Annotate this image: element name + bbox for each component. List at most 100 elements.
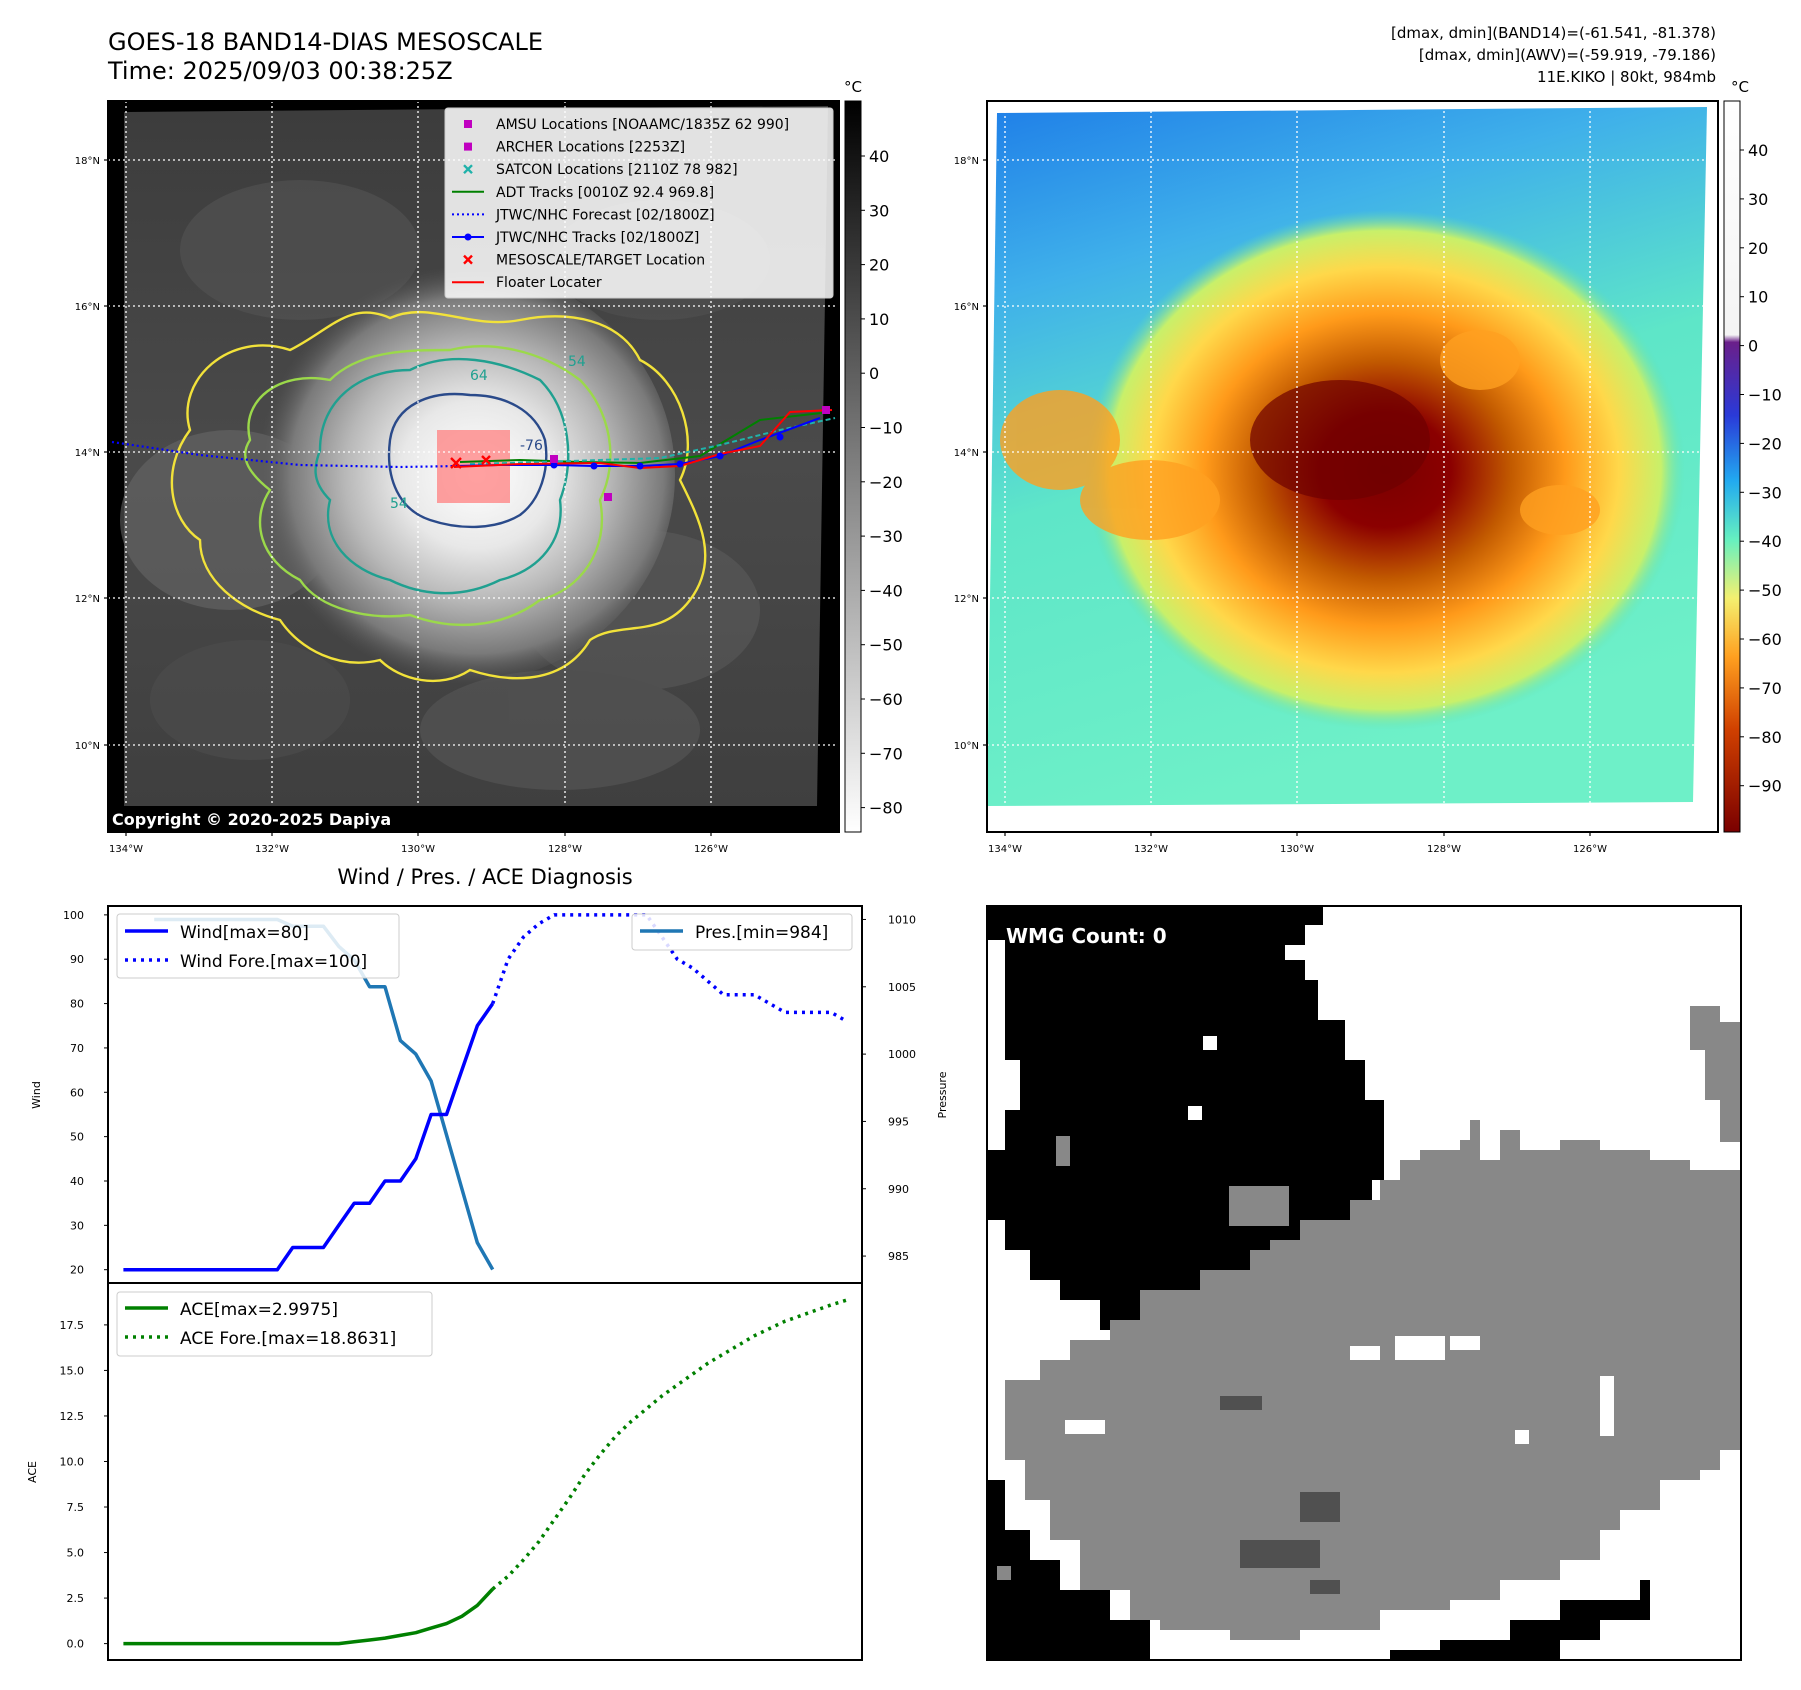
ace-legend: ACE[max=2.9975] ACE Fore.[max=18.8631] xyxy=(116,1291,433,1357)
lon-tick-label: 130°W xyxy=(401,844,435,855)
colorbar-tick-label: −70 xyxy=(1748,679,1782,698)
lat-tick-label: 10°N xyxy=(75,741,100,752)
pres-legend-box xyxy=(631,913,853,951)
lat-tick-label: 18°N xyxy=(75,156,100,167)
pres-legend: Pres.[min=984] xyxy=(631,913,853,951)
awv-map-frame xyxy=(986,100,1719,833)
lon-tick-label: 128°W xyxy=(1427,844,1461,855)
ace-ytick-label: 7.5 xyxy=(67,1501,85,1514)
wind-legend: Wind[max=80] Wind Fore.[max=100] xyxy=(116,913,400,979)
map-legend-row: JTWC/NHC Forecast [02/1800Z] xyxy=(452,207,715,223)
pres-ytick-label: 1010 xyxy=(888,913,916,926)
contour-label-76: -76 xyxy=(520,438,543,454)
map-legend-row: AMSU Locations [NOAAMC/1835Z 62 990] xyxy=(464,117,789,133)
pres-ytick-label: 1000 xyxy=(888,1048,916,1061)
ir-colorbar xyxy=(844,100,862,833)
wind-pres-panel: Wind / Pres. / ACE Diagnosis Wind Pressu… xyxy=(30,865,949,1284)
pres-ytick-label: 990 xyxy=(888,1183,909,1196)
colorbar-tick-label: −20 xyxy=(1748,434,1782,453)
wind-ytick-label: 100 xyxy=(63,909,84,922)
lat-tick-label: 12°N xyxy=(954,594,979,605)
copyright-text: Copyright © 2020-2025 Dapiya xyxy=(112,810,391,829)
lat-tick-label: 16°N xyxy=(954,302,979,313)
awv-core xyxy=(1250,380,1430,500)
wmg-black-bottom-right xyxy=(1390,1580,1650,1660)
map-legend-row: JTWC/NHC Tracks [02/1800Z] xyxy=(452,230,699,246)
wmg-gray-region xyxy=(1005,1120,1740,1640)
colorbar-tick-label: −30 xyxy=(869,527,903,546)
stats-line-1: [dmax, dmin](BAND14)=(-61.541, -81.378) xyxy=(1391,24,1716,42)
legend-marker-dot xyxy=(464,233,472,241)
awv-gridlines xyxy=(987,101,1718,832)
lon-tick-label: 128°W xyxy=(548,844,582,855)
colorbar-tick-label: −20 xyxy=(869,473,903,492)
contour-label-54b: 54 xyxy=(390,496,408,512)
legend-marker xyxy=(464,142,472,151)
storm-info: 11E.KIKO | 80kt, 984mb xyxy=(1537,68,1716,86)
stats-line-2: [dmax, dmin](AWV)=(-59.919, -79.186) xyxy=(1419,46,1716,64)
wmg-gray-specks xyxy=(997,1136,1289,1580)
contour-dark-blue xyxy=(387,392,548,529)
map-legend-box xyxy=(444,107,834,299)
map-legend-label: ADT Tracks [0010Z 92.4 969.8] xyxy=(496,185,714,201)
wind-legend-box xyxy=(116,913,400,979)
wind-ytick-label: 30 xyxy=(70,1219,84,1232)
ir-colorbar-unit: °C xyxy=(844,78,862,96)
contour-outer-yellow xyxy=(170,310,707,683)
awv-colorbar-unit: °C xyxy=(1731,78,1749,96)
title-line-1: GOES-18 BAND14-DIAS MESOSCALE xyxy=(108,28,543,56)
colorbar-tick-label: −70 xyxy=(869,744,903,763)
lat-tick-label: 18°N xyxy=(954,156,979,167)
contour-green xyxy=(243,345,612,627)
ace-fore-legend-label: ACE Fore.[max=18.8631] xyxy=(180,1329,396,1349)
lat-tick-label: 16°N xyxy=(75,302,100,313)
colorbar-tick-label: −80 xyxy=(1748,728,1782,747)
lon-tick-label: 130°W xyxy=(1280,844,1314,855)
wind-legend-label: Wind[max=80] xyxy=(180,923,309,943)
ace-panel: ACE 0.0 2.5 5.0 7.5 10.0 12.5 15.0 17.5 ACE[max… xyxy=(26,1282,863,1661)
map-legend-row: SATCON Locations [2110Z 78 982] xyxy=(463,162,738,178)
map-legend-row: ADT Tracks [0010Z 92.4 969.8] xyxy=(452,185,714,201)
amsu-markers xyxy=(550,406,830,501)
ace-line xyxy=(123,1587,494,1646)
colorbar-tick-label: 0 xyxy=(869,364,879,383)
wmg-frame xyxy=(986,905,1742,1661)
wind-ytick-label: 70 xyxy=(70,1042,84,1055)
awv-convection xyxy=(1000,330,1600,540)
colorbar-tick-label: 40 xyxy=(869,147,889,166)
ir-map-panel: 64 54 -76 54 xyxy=(75,78,903,855)
colorbar-tick-label: 30 xyxy=(869,201,889,220)
colorbar-tick-label: 40 xyxy=(1748,141,1768,160)
copyright-bg xyxy=(108,806,839,832)
pres-ytick-label: 985 xyxy=(888,1250,909,1263)
wind-chart-title: Wind / Pres. / ACE Diagnosis xyxy=(337,865,632,889)
map-legend-label: JTWC/NHC Forecast [02/1800Z] xyxy=(495,207,715,223)
legend-marker xyxy=(463,254,473,265)
ace-ylabel: ACE xyxy=(26,1461,39,1483)
wmg-black-bottom-left xyxy=(987,1480,1150,1660)
legend-marker xyxy=(464,120,472,128)
colorbar-tick-label: −10 xyxy=(1748,386,1782,405)
map-legend-label: JTWC/NHC Tracks [02/1800Z] xyxy=(495,230,699,246)
map-legend-label: MESOSCALE/TARGET Location xyxy=(496,253,705,269)
lat-tick-label: 14°N xyxy=(75,448,100,459)
colorbar-tick-label: 20 xyxy=(1748,239,1768,258)
colorbar-tick-label: −60 xyxy=(869,690,903,709)
colorbar-tick-label: −50 xyxy=(869,636,903,655)
map-legend-label: ARCHER Locations [2253Z] xyxy=(496,140,685,156)
colorbar-tick-label: −50 xyxy=(1748,581,1782,600)
colorbar-tick-label: −10 xyxy=(869,419,903,438)
wmg-image xyxy=(987,906,1740,1660)
colorbar-tick-label: −40 xyxy=(1748,532,1782,551)
pressure-ylabel: Pressure xyxy=(936,1071,949,1118)
lon-tick-label: 126°W xyxy=(694,844,728,855)
map-legend-label: Floater Locater xyxy=(496,275,602,291)
wind-fore-legend-label: Wind Fore.[max=100] xyxy=(180,952,367,972)
wind-ylabel: Wind xyxy=(30,1081,43,1109)
ir-map-frame xyxy=(107,100,840,833)
satcon-track xyxy=(469,417,836,465)
pres-ytick-label: 995 xyxy=(888,1115,909,1128)
wind-ytick-label: 80 xyxy=(70,998,84,1011)
ace-ytick-label: 2.5 xyxy=(67,1592,85,1605)
